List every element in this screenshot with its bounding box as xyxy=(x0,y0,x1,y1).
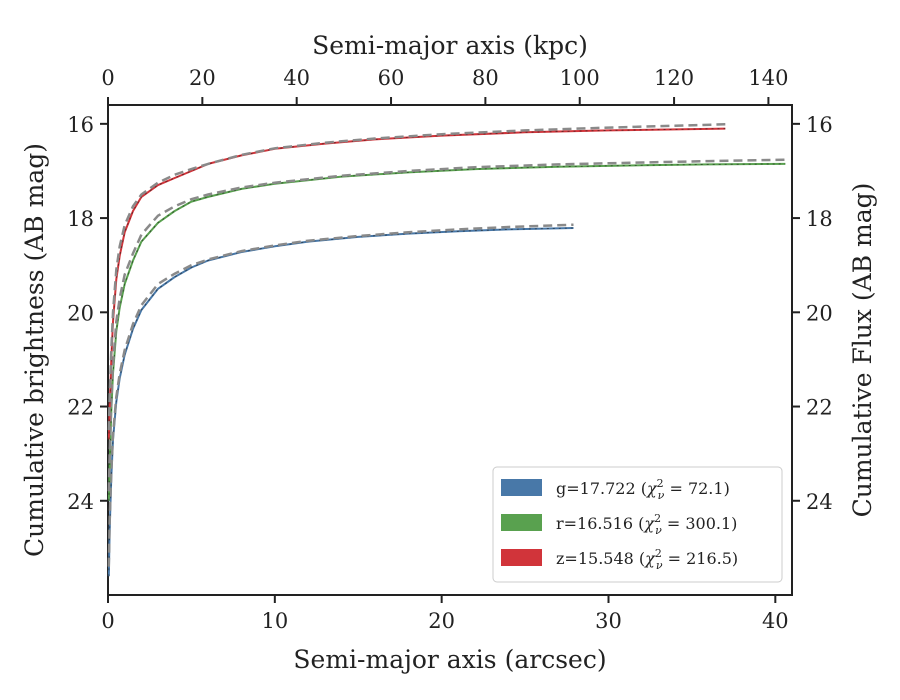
bottom-axis: 0 10 20 30 40 xyxy=(101,595,789,633)
legend-label-z: z=15.548 (χ2 ν = 216.5) xyxy=(556,547,738,572)
series-line-r xyxy=(107,162,786,501)
model-line-g xyxy=(107,223,574,567)
x2-tick-label: 20 xyxy=(189,66,216,90)
y2-axis-label: Cumulative Flux (AB mag) xyxy=(848,183,877,518)
legend-label-g: g=17.722 (χ2 ν = 72.1) xyxy=(556,477,730,502)
legend-chi-sub: ν xyxy=(658,489,665,502)
x2-tick-label: 40 xyxy=(283,66,310,90)
x2-tick-label: 100 xyxy=(560,66,600,90)
legend-swatch-g xyxy=(501,479,542,496)
y-tick-label: 18 xyxy=(67,207,94,231)
legend-label-r: r=16.516 (χ2 ν = 300.1) xyxy=(556,512,737,537)
model-line-z xyxy=(107,123,726,431)
x2-tick-label: 140 xyxy=(748,66,788,90)
legend-frame xyxy=(492,466,783,583)
x2-tick-label: 80 xyxy=(472,66,499,90)
legend-chi-value: = 300.1) xyxy=(662,514,738,533)
x2-tick-label: 0 xyxy=(101,66,114,90)
legend-chi-sub: ν xyxy=(656,559,663,572)
series-center-z xyxy=(108,128,726,440)
x2-axis-label: Semi-major axis (kpc) xyxy=(312,31,588,60)
y-tick-label: 16 xyxy=(67,113,94,137)
x-tick-label: 20 xyxy=(428,609,455,633)
plot-frame xyxy=(107,104,793,596)
legend-chi-sub: ν xyxy=(655,524,662,537)
y2-tick-label: 22 xyxy=(806,396,833,420)
legend-chi-sup: 2 xyxy=(654,512,661,525)
y-axis-label: Cumulative brightness (AB mag) xyxy=(20,143,49,557)
legend-name: r=16.516 ( xyxy=(556,514,644,533)
legend-swatch-z xyxy=(501,549,542,566)
y-tick-label: 20 xyxy=(67,301,94,325)
legend-chi-sup: 2 xyxy=(655,547,662,560)
series-line-z xyxy=(107,127,726,440)
x-tick-label: 30 xyxy=(595,609,622,633)
model-line-r xyxy=(107,158,786,492)
legend-chi-value: = 216.5) xyxy=(663,549,739,568)
y2-tick-label: 24 xyxy=(806,490,833,514)
x2-tick-label: 60 xyxy=(378,66,405,90)
left-axis: 16 18 20 22 24 xyxy=(67,113,108,514)
y2-tick-label: 16 xyxy=(806,113,833,137)
legend-chi-symbol: χ xyxy=(644,549,656,568)
legend-chi-symbol: χ xyxy=(643,514,655,533)
legend-swatch-r xyxy=(501,514,542,531)
y2-tick-label: 20 xyxy=(806,301,833,325)
y-tick-label: 22 xyxy=(67,396,94,420)
y2-tick-label: 18 xyxy=(806,207,833,231)
series-layer xyxy=(107,123,786,577)
legend-chi-symbol: χ xyxy=(646,479,658,498)
x-tick-label: 10 xyxy=(261,609,288,633)
legend-chi-sup: 2 xyxy=(657,477,664,490)
right-axis: 16 18 20 22 24 xyxy=(792,113,833,514)
legend-chi-value: = 72.1) xyxy=(664,479,729,498)
x-tick-label: 40 xyxy=(762,609,789,633)
series-center-r xyxy=(108,163,786,501)
top-axis: 0 20 40 60 80 100 120 140 xyxy=(101,66,788,105)
legend: g=17.722 (χ2 ν = 72.1)r=16.516 (χ2 ν = 300… xyxy=(492,466,783,583)
x2-tick-label: 120 xyxy=(654,66,694,90)
legend-name: z=15.548 ( xyxy=(556,549,645,568)
x-axis-label: Semi-major axis (arcsec) xyxy=(293,645,606,674)
legend-name: g=17.722 ( xyxy=(556,479,647,498)
x-tick-label: 0 xyxy=(101,609,114,633)
plot-area xyxy=(107,104,793,596)
y-tick-label: 24 xyxy=(67,490,94,514)
